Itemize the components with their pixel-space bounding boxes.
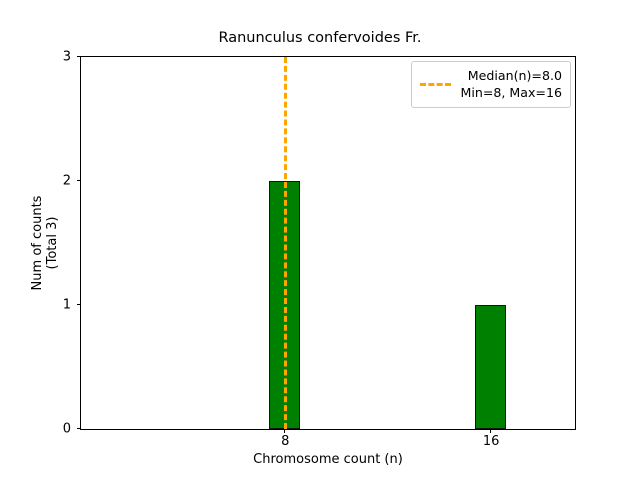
y-tick-label-3: 3 [62, 49, 71, 65]
x-axis-label: Chromosome count (n) [253, 452, 403, 467]
y-tick-0: 0 [63, 423, 81, 436]
x-tick-16: 16 [483, 429, 499, 448]
bar-16 [474, 305, 506, 429]
y-axis-label: Num of counts (Total 3) [30, 56, 60, 430]
legend-label-median: Median(n)=8.0 [467, 68, 562, 83]
y-axis-label-line-1: Num of counts [30, 195, 45, 291]
legend-label-minmax: Min=8, Max=16 [460, 85, 562, 100]
y-tick-label-2: 2 [62, 173, 71, 189]
y-tick-1: 1 [63, 299, 81, 312]
dashed-line-icon [420, 82, 452, 86]
legend-entry-median: Median(n)=8.0 Min=8, Max=16 [420, 67, 562, 101]
y-tick-2: 2 [63, 175, 81, 188]
x-tick-label-8: 8 [281, 434, 290, 449]
chart-title: Ranunculus confervoides Fr. [218, 30, 422, 46]
legend-text-block: Median(n)=8.0 Min=8, Max=16 [460, 67, 562, 101]
legend: Median(n)=8.0 Min=8, Max=16 [411, 61, 571, 108]
plot-clip [81, 57, 575, 429]
y-tick-label-0: 0 [62, 421, 71, 437]
y-axis-label-line-2: (Total 3) [45, 216, 60, 270]
y-tick-label-1: 1 [62, 297, 71, 313]
x-tick-8: 8 [281, 429, 289, 448]
plot-area: 0 1 2 3 8 16 Median(n)=8.0 Min=8, Max=16 [63, 51, 576, 448]
median-line [284, 57, 288, 429]
y-tick-3: 3 [63, 51, 81, 64]
x-tick-label-16: 16 [482, 434, 500, 449]
